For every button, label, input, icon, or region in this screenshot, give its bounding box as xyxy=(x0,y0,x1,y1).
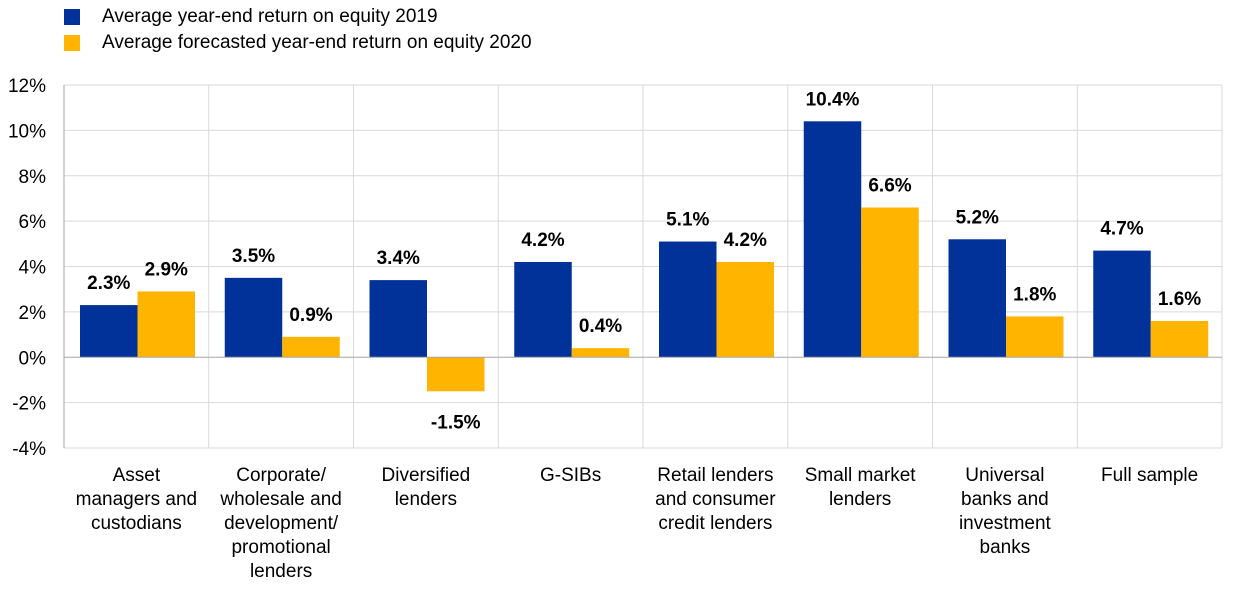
x-category-label-line: Corporate/ xyxy=(236,465,326,486)
y-tick-label: 10% xyxy=(8,121,46,142)
data-label: 0.9% xyxy=(289,305,332,326)
bar-2020 xyxy=(1006,316,1064,358)
x-category-label-line: managers and xyxy=(76,489,197,510)
data-label: -1.5% xyxy=(431,412,481,433)
data-label: 2.9% xyxy=(145,259,188,280)
data-label: 6.6% xyxy=(868,176,911,197)
data-label: 2.3% xyxy=(87,273,130,294)
data-label: 1.8% xyxy=(1013,284,1056,305)
bar-2019 xyxy=(803,121,862,358)
data-label: 1.6% xyxy=(1158,289,1201,310)
x-category-label-line: credit lenders xyxy=(658,513,772,534)
y-tick-label: 0% xyxy=(19,348,47,369)
bar-2020 xyxy=(282,336,340,358)
legend-item-2020: Average forecasted year-end return on eq… xyxy=(64,30,532,56)
bar-2020 xyxy=(137,291,195,358)
x-category-label-line: and consumer xyxy=(655,489,776,510)
legend-label-2020: Average forecasted year-end return on eq… xyxy=(102,32,532,53)
x-category-label: G-SIBs xyxy=(540,465,601,486)
data-label: 4.2% xyxy=(521,230,564,251)
x-category-label-line: Retail lenders xyxy=(657,465,773,486)
x-category-label: Asset managers and custodians xyxy=(76,465,197,534)
bar-2020 xyxy=(861,207,919,358)
y-tick-label: 4% xyxy=(19,258,47,279)
bar-2020 xyxy=(571,348,630,358)
data-label: 4.2% xyxy=(724,230,767,251)
x-category-label: Corporate/wholesale and development/promo… xyxy=(219,465,341,582)
x-category-label: Universal banks and investment banks xyxy=(959,465,1052,558)
x-category-label-line: lenders xyxy=(829,489,891,510)
x-category-label-line: banks xyxy=(980,537,1031,558)
data-label: 4.7% xyxy=(1100,219,1143,240)
bar-2019 xyxy=(1093,250,1151,358)
x-category-label: Retail lenders and consumer credit lenders xyxy=(655,465,776,534)
chart-legend: Average year-end return on equity 2019 A… xyxy=(64,4,532,56)
bar-2020 xyxy=(427,357,485,392)
bar-2019 xyxy=(224,277,283,358)
legend-swatch-2020 xyxy=(64,35,80,51)
x-category-label-line: wholesale and xyxy=(219,489,341,510)
x-category-label-line: G-SIBs xyxy=(540,465,601,486)
y-tick-label: 2% xyxy=(19,303,47,324)
x-category-label-line: Diversified xyxy=(382,465,471,486)
x-category-label-line: lenders xyxy=(250,561,312,582)
legend-label-2019: Average year-end return on equity 2019 xyxy=(102,6,438,27)
x-category-label-line: lenders xyxy=(395,489,457,510)
bar-2020 xyxy=(716,261,774,358)
legend-swatch-2019 xyxy=(64,9,80,25)
x-category-label-line: promotional xyxy=(231,537,330,558)
x-category-label-line: development/ xyxy=(224,513,339,534)
y-tick-label: 6% xyxy=(19,212,47,233)
x-category-label-line: banks and xyxy=(961,489,1049,510)
bar-2019 xyxy=(80,305,138,358)
y-tick-label: 12% xyxy=(8,76,46,97)
x-category-label-line: Asset xyxy=(113,465,161,486)
y-tick-label: -2% xyxy=(12,394,46,415)
data-label: 0.4% xyxy=(579,316,622,337)
x-category-label: Diversified lenders xyxy=(382,465,471,510)
data-label: 3.4% xyxy=(377,248,420,269)
legend-item-2019: Average year-end return on equity 2019 xyxy=(64,4,532,30)
x-category-label-line: Full sample xyxy=(1101,465,1198,486)
bar-2019 xyxy=(948,239,1006,358)
x-category-label-line: Universal xyxy=(965,465,1044,486)
x-category-label: Full sample xyxy=(1101,465,1198,486)
y-tick-label: -4% xyxy=(12,439,46,460)
bar-2019 xyxy=(514,261,572,358)
data-label: 10.4% xyxy=(806,89,860,110)
x-category-label-line: investment xyxy=(959,513,1052,534)
x-category-label: Small market lenders xyxy=(805,465,917,510)
bar-2019 xyxy=(369,280,427,358)
x-category-label-line: Small market xyxy=(805,465,917,486)
data-label: 5.2% xyxy=(956,207,999,228)
bar-2019 xyxy=(659,241,717,358)
x-category-label-line: custodians xyxy=(91,513,182,534)
data-label: 3.5% xyxy=(232,246,275,267)
data-label: 5.1% xyxy=(666,210,709,231)
y-tick-label: 8% xyxy=(19,167,47,188)
bar-2020 xyxy=(1150,320,1209,358)
